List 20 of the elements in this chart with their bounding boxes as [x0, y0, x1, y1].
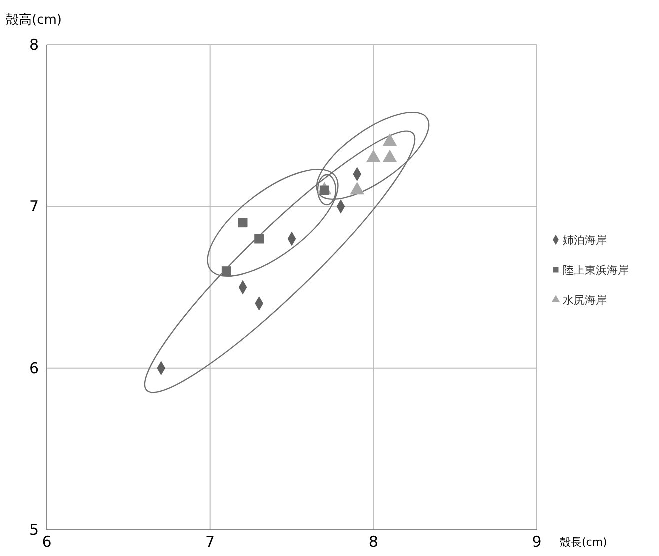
point	[366, 150, 381, 162]
legend-label: 陸上東浜海岸	[563, 264, 629, 277]
y-tick-label: 8	[29, 36, 39, 54]
point	[222, 266, 232, 276]
point	[238, 218, 248, 228]
x-tick-label: 9	[532, 533, 542, 551]
point	[382, 134, 398, 146]
legend-label: 水尻海岸	[563, 294, 607, 307]
x-tick-label: 6	[42, 533, 52, 551]
point	[382, 150, 398, 162]
legend-label: 姉泊海岸	[563, 234, 607, 247]
y-axis-title: 殻高(cm)	[6, 12, 62, 28]
x-tick-label: 7	[206, 533, 216, 551]
x-axis-title: 殻長(cm)	[560, 536, 608, 549]
y-tick-label: 7	[29, 198, 39, 216]
point	[254, 234, 264, 244]
y-tick-label: 6	[29, 359, 39, 378]
x-tick-label: 8	[368, 533, 378, 551]
y-tick-label: 5	[29, 521, 39, 539]
point	[350, 182, 365, 195]
